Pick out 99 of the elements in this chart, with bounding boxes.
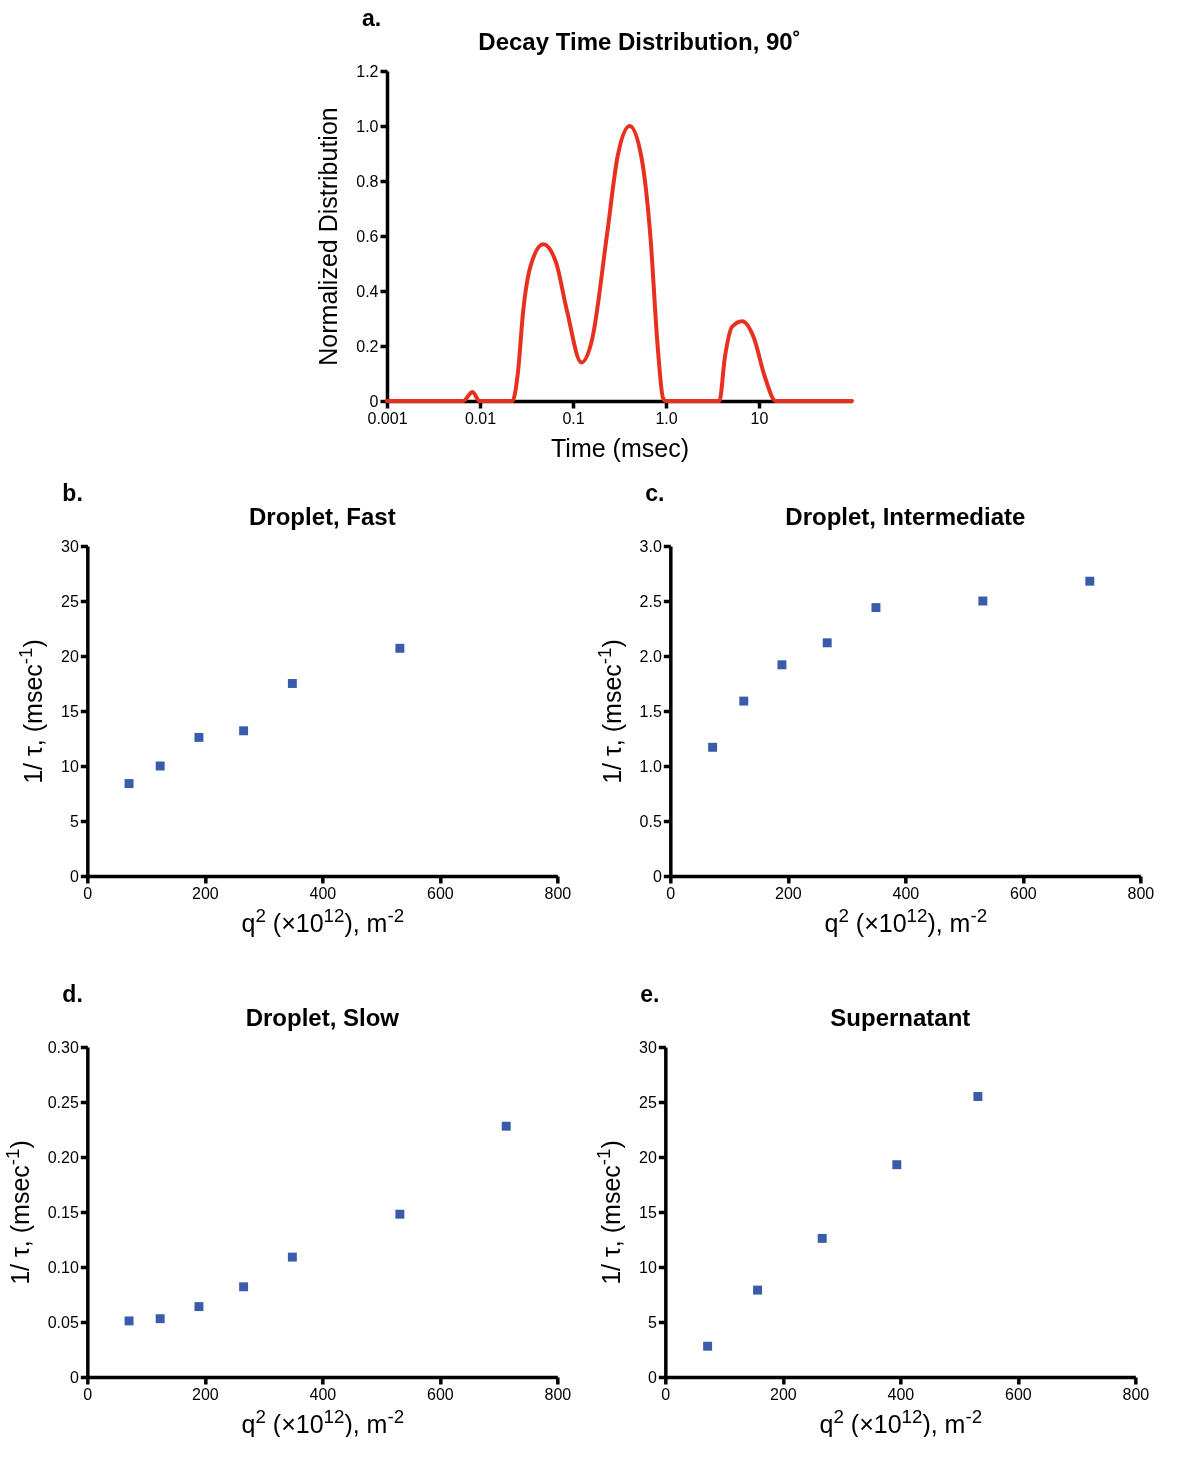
x-tick-label: 0	[666, 884, 676, 902]
y-tick-label: 1.2	[356, 62, 379, 80]
chart-title: Decay Time Distribution, 90˚	[478, 28, 801, 55]
y-tick-label: 0.25	[47, 1093, 79, 1111]
point	[155, 1314, 165, 1324]
y-tick-label: 10	[61, 757, 79, 775]
x-tick-label: 200	[774, 884, 802, 902]
x-tick-label: 400	[309, 1385, 337, 1403]
point	[973, 1092, 983, 1101]
text: e.	[640, 981, 660, 1007]
text: b.	[62, 480, 83, 506]
point	[124, 1316, 134, 1326]
y-tick-label: 0.4	[356, 282, 379, 300]
point	[777, 660, 787, 670]
y-tick-label: 1.0	[356, 117, 379, 135]
y-tick-label: 30	[61, 537, 79, 555]
y-tick-label: 0	[647, 1368, 657, 1386]
chart-title: Supernatant	[830, 1004, 971, 1031]
x-tick-label: 400	[887, 1385, 915, 1403]
x-axis-title: q$^{2}$ (×10$^{12}$), m$^{-2}$	[241, 904, 405, 937]
x-tick-label: 200	[191, 884, 219, 902]
y-tick-label: 25	[61, 592, 79, 610]
text: c.	[645, 480, 665, 506]
point	[739, 696, 749, 706]
y-tick-label: 0	[69, 1368, 79, 1386]
x-tick-label: 0.01	[464, 409, 497, 427]
chart-title: Droplet, Slow	[245, 1004, 400, 1031]
x-tick-label: 200	[769, 1385, 797, 1403]
chart-title: Droplet, Intermediate	[785, 503, 1026, 530]
y-tick-label: 25	[639, 1093, 657, 1111]
y-tick-label: 0.6	[356, 227, 379, 245]
y-tick-label: 20	[61, 647, 79, 665]
x-tick-label: 600	[426, 884, 454, 902]
x-tick-label: 200	[191, 1385, 219, 1403]
y-tick-label: 0	[369, 392, 379, 410]
y-tick-label: 30	[639, 1038, 657, 1056]
point	[822, 638, 832, 648]
x-tick-label: 600	[1004, 1385, 1032, 1403]
text: d.	[62, 981, 83, 1007]
x-tick-label: 10	[750, 409, 769, 427]
y-tick-label: 3.0	[639, 537, 662, 555]
x-tick-label: 0.001	[367, 409, 408, 427]
point	[239, 726, 249, 736]
y-tick-label: 2.5	[639, 592, 662, 610]
x-tick-label: 0	[83, 1385, 93, 1403]
y-tick-label: 0.30	[47, 1038, 79, 1056]
point	[287, 679, 297, 688]
y-tick-label: 0	[652, 867, 662, 885]
x-tick-label: 800	[1122, 1385, 1150, 1403]
y-tick-label: 1.5	[639, 702, 662, 720]
point	[501, 1121, 511, 1131]
y-tick-label: 20	[639, 1148, 657, 1166]
y-tick-label: 0.20	[47, 1148, 79, 1166]
point	[817, 1233, 827, 1243]
text: a.	[362, 5, 382, 31]
x-tick-label: 0.1	[562, 409, 585, 427]
y-tick-label: 5	[69, 812, 79, 830]
point	[395, 643, 405, 653]
y-tick-label: 0	[69, 867, 79, 885]
x-tick-label: 400	[892, 884, 920, 902]
x-tick-label: 800	[1127, 884, 1155, 902]
point	[124, 779, 134, 789]
y-tick-label: 15	[639, 1203, 657, 1221]
point	[753, 1285, 763, 1295]
x-axis-title: q$^{2}$ (×10$^{12}$), m$^{-2}$	[241, 1405, 405, 1438]
point	[892, 1160, 902, 1170]
point	[287, 1252, 297, 1262]
point	[194, 1302, 204, 1312]
x-tick-label: 800	[544, 1385, 572, 1403]
x-tick-label: 600	[426, 1385, 454, 1403]
y-tick-label: 0.10	[47, 1258, 79, 1276]
x-axis-title: q$^{2}$ (×10$^{12}$), m$^{-2}$	[819, 1405, 983, 1438]
point	[978, 596, 988, 606]
y-tick-label: 0.5	[639, 812, 662, 830]
x-axis-title: q$^{2}$ (×10$^{12}$), m$^{-2}$	[824, 904, 988, 937]
y-tick-label: 5	[647, 1313, 657, 1331]
point	[703, 1341, 713, 1351]
x-tick-label: 0	[83, 884, 93, 902]
y-tick-label: 0.2	[356, 337, 379, 355]
y-axis-title: Normalized Distribution	[314, 107, 343, 366]
y-tick-label: 0.05	[47, 1313, 79, 1331]
x-tick-label: 400	[309, 884, 337, 902]
x-tick-label: 800	[544, 884, 572, 902]
y-tick-label: 10	[639, 1258, 657, 1276]
x-tick-label: 600	[1009, 884, 1037, 902]
y-tick-label: 2.0	[639, 647, 662, 665]
y-tick-label: 0.8	[356, 172, 379, 190]
point	[194, 732, 204, 742]
y-tick-label: 15	[61, 702, 79, 720]
point	[1085, 576, 1095, 586]
point	[239, 1282, 249, 1292]
x-axis-title: Time (msec)	[551, 433, 689, 462]
chart-title: Droplet, Fast	[248, 503, 396, 530]
point	[871, 603, 881, 613]
y-tick-label: 0.15	[47, 1203, 79, 1221]
point	[155, 761, 165, 771]
point	[395, 1209, 405, 1219]
y-tick-label: 1.0	[639, 757, 662, 775]
point	[708, 742, 718, 752]
